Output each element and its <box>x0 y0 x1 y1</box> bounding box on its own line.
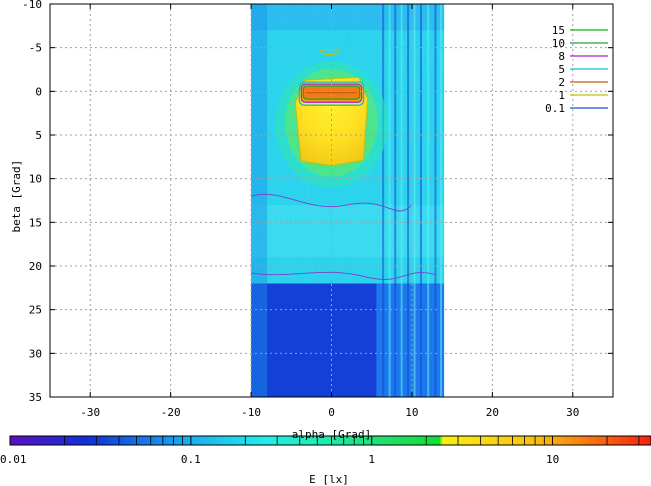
y-axis-label: beta [Grad] <box>10 160 23 233</box>
colorbar: 0.01 0.1 1 10 <box>0 435 651 466</box>
plot-area <box>250 4 445 397</box>
y-tick-label: 20 <box>29 260 42 273</box>
y-tick-label: -10 <box>22 0 42 11</box>
left-edge-strip <box>251 4 268 397</box>
legend-label: 8 <box>558 50 565 63</box>
colorbar-tick-label: 0.1 <box>181 453 201 466</box>
x-tick-label: 30 <box>566 406 579 419</box>
lower-region <box>251 283 377 397</box>
streak <box>434 4 437 397</box>
legend-label: 1 <box>558 89 565 102</box>
streak <box>388 4 391 397</box>
y-tick-label: 5 <box>35 129 42 142</box>
y-tick-label: 35 <box>29 391 42 404</box>
y-tick-label: 30 <box>29 347 42 360</box>
colorbar-tick-label: 0.01 <box>0 453 27 466</box>
streak <box>400 4 403 397</box>
contour-small <box>319 49 341 56</box>
lower-right-region <box>376 283 445 397</box>
heatmap-layer <box>250 4 445 397</box>
streak <box>427 4 430 397</box>
contour-0.1-b <box>251 271 437 280</box>
legend-label: 2 <box>558 76 565 89</box>
colorbar-tick-label: 10 <box>546 453 559 466</box>
y-tick-label: 10 <box>29 173 42 186</box>
x-tick-label: -30 <box>80 406 100 419</box>
streak <box>440 4 443 397</box>
legend-label: 5 <box>558 63 565 76</box>
x-tick-label: -10 <box>241 406 261 419</box>
streak <box>413 4 416 397</box>
colorbar-tick-label: 1 <box>368 453 375 466</box>
y-tick-label: 15 <box>29 216 42 229</box>
x-axis-label: alpha [Grad] <box>292 428 371 441</box>
mid-band <box>251 204 445 258</box>
legend-label: 15 <box>552 24 565 37</box>
y-tick-label: -5 <box>29 42 42 55</box>
x-tick-label: 0 <box>328 406 335 419</box>
grid-lines <box>50 4 613 397</box>
x-tick-label: 10 <box>405 406 418 419</box>
streak <box>382 4 385 397</box>
contour-0.1-a <box>250 193 413 212</box>
x-tick-label: -20 <box>161 406 181 419</box>
streak <box>407 4 410 397</box>
legend-label: 10 <box>552 37 565 50</box>
y-tick-label: 0 <box>35 85 42 98</box>
streak <box>419 4 422 397</box>
x-tick-label: 20 <box>486 406 499 419</box>
colorbar-label: E [lx] <box>309 473 349 486</box>
legend-label: 0.1 <box>545 102 565 115</box>
streak <box>394 4 397 397</box>
y-tick-label: 25 <box>29 304 42 317</box>
